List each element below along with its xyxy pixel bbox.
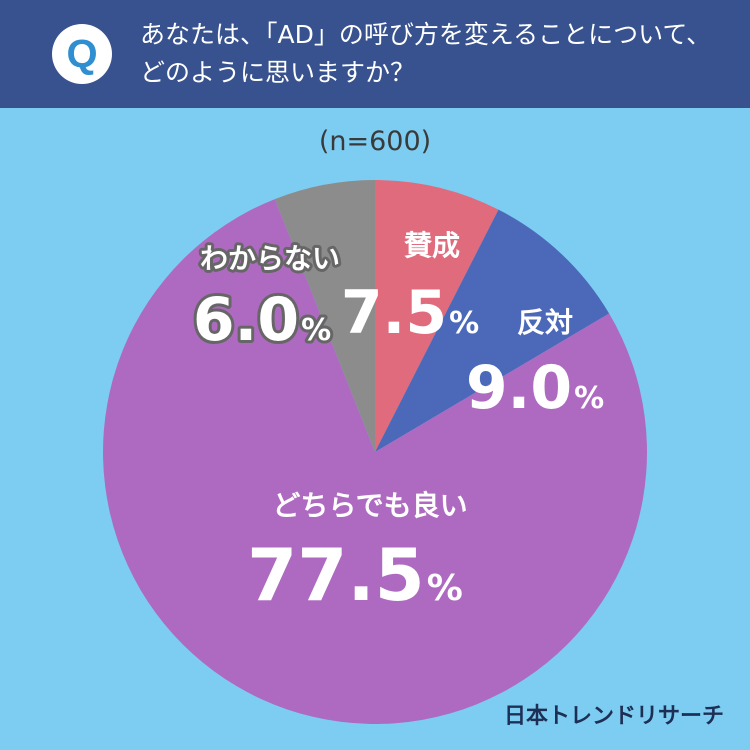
slice-label-sansei: 賛成 — [404, 229, 460, 262]
slice-percent-sign-sansei: % — [449, 306, 479, 341]
slice-percent-sign-wakaranai: % — [301, 313, 331, 348]
question-text: あなたは、「AD」の呼び方を変えることについて、 どのように思いますか？ — [140, 16, 735, 92]
question-line-2: どのように思いますか？ — [140, 58, 416, 87]
slice-label-dochirademo: どちらでも良い — [272, 489, 467, 522]
pie-slice-wakaranai — [274, 180, 375, 452]
pie-slice-sansei — [375, 180, 499, 452]
slice-label-hantai: 反対 — [517, 306, 573, 339]
pie-slice-dochirademo — [103, 199, 648, 724]
question-badge-letter: Q — [66, 32, 98, 76]
slice-percent-sign-dochirademo: % — [427, 568, 463, 609]
question-line-1: あなたは、「AD」の呼び方を変えることについて、 — [140, 20, 712, 49]
brand-logo-text: 日本トレンドリサーチ — [503, 704, 724, 729]
slice-percent-sign-hantai: % — [574, 381, 604, 416]
pie-slices — [103, 180, 648, 724]
question-badge: Q — [52, 24, 112, 84]
pie-slice-hantai — [375, 209, 610, 452]
question-header: Q あなたは、「AD」の呼び方を変えることについて、 どのように思いますか？ — [0, 0, 750, 108]
slice-value-sansei: 7.5% — [341, 278, 479, 348]
slice-label-wakaranai: わからない — [200, 242, 340, 275]
sample-size: (n=600) — [318, 126, 432, 157]
